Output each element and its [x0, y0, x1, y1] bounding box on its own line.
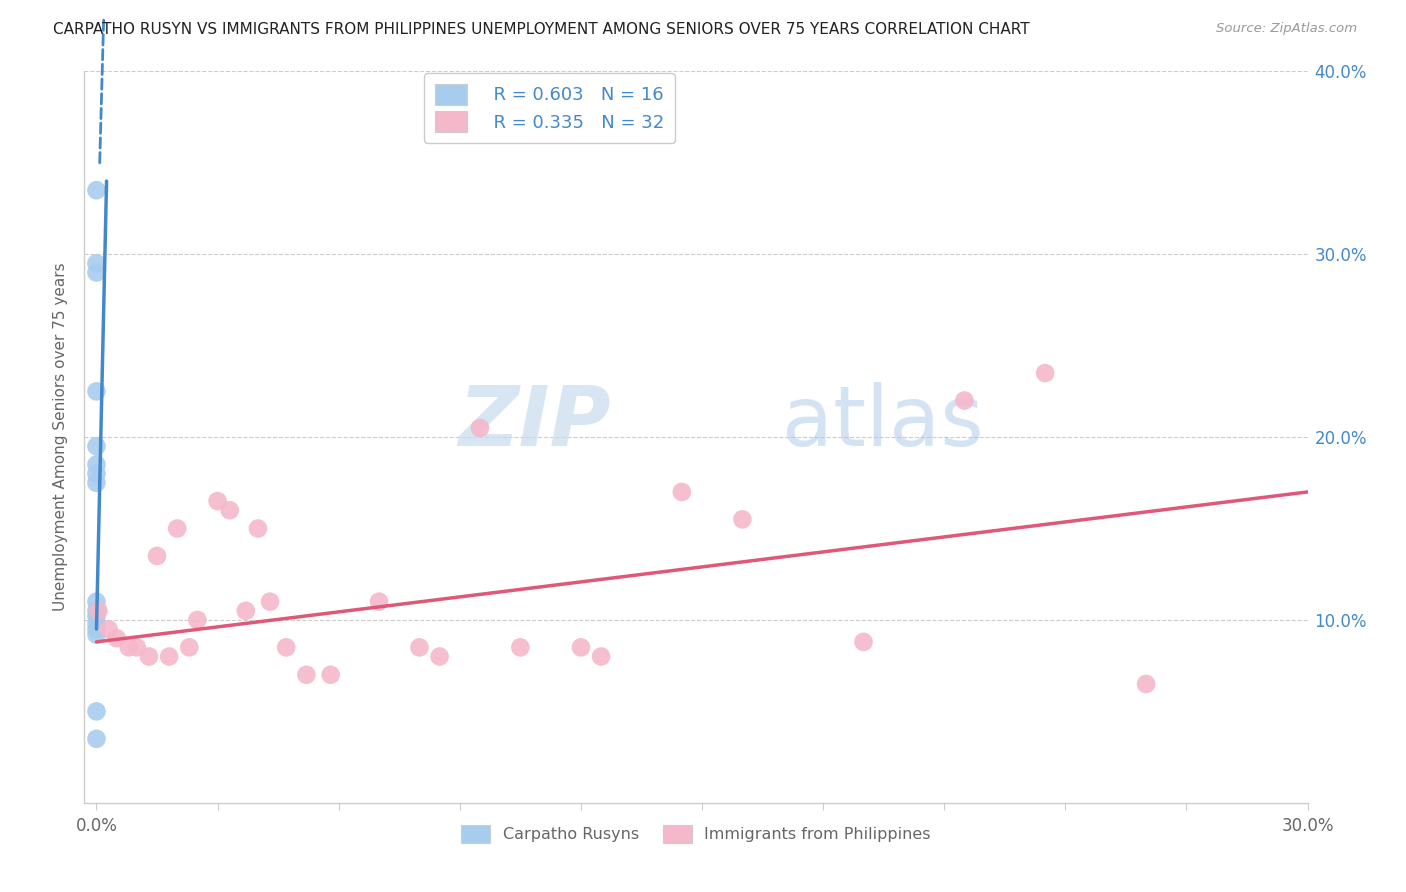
- Point: [86, 616, 108, 631]
- Point: [259, 594, 281, 608]
- Point: [125, 640, 148, 655]
- Point: [86, 609, 108, 624]
- Point: [138, 649, 160, 664]
- Point: [166, 521, 188, 535]
- Point: [86, 604, 108, 618]
- Point: [1033, 366, 1056, 380]
- Point: [319, 667, 342, 681]
- Point: [97, 622, 120, 636]
- Point: [86, 627, 108, 641]
- Point: [86, 467, 108, 481]
- Point: [276, 640, 298, 655]
- Point: [86, 594, 108, 608]
- Point: [86, 183, 108, 197]
- Point: [368, 594, 391, 608]
- Point: [953, 393, 976, 408]
- Point: [1135, 677, 1157, 691]
- Point: [146, 549, 169, 563]
- Point: [295, 667, 318, 681]
- Point: [509, 640, 531, 655]
- Point: [86, 475, 108, 490]
- Point: [86, 384, 108, 399]
- Point: [207, 494, 229, 508]
- Point: [429, 649, 451, 664]
- Point: [86, 622, 108, 636]
- Point: [468, 421, 491, 435]
- Point: [671, 485, 693, 500]
- Point: [87, 604, 110, 618]
- Text: CARPATHO RUSYN VS IMMIGRANTS FROM PHILIPPINES UNEMPLOYMENT AMONG SENIORS OVER 75: CARPATHO RUSYN VS IMMIGRANTS FROM PHILIP…: [53, 22, 1031, 37]
- Point: [731, 512, 754, 526]
- Point: [186, 613, 208, 627]
- Point: [246, 521, 269, 535]
- Point: [852, 635, 875, 649]
- Point: [235, 604, 257, 618]
- Point: [179, 640, 201, 655]
- Point: [118, 640, 141, 655]
- Text: ZIP: ZIP: [458, 382, 610, 463]
- Point: [86, 256, 108, 270]
- Y-axis label: Unemployment Among Seniors over 75 years: Unemployment Among Seniors over 75 years: [53, 263, 69, 611]
- Point: [86, 266, 108, 280]
- Text: Source: ZipAtlas.com: Source: ZipAtlas.com: [1216, 22, 1357, 36]
- Point: [86, 731, 108, 746]
- Point: [86, 439, 108, 453]
- Point: [157, 649, 180, 664]
- Text: atlas: atlas: [782, 382, 983, 463]
- Point: [218, 503, 240, 517]
- Point: [86, 458, 108, 472]
- Point: [591, 649, 613, 664]
- Point: [105, 632, 128, 646]
- Point: [86, 705, 108, 719]
- Point: [569, 640, 592, 655]
- Point: [408, 640, 430, 655]
- Legend: Carpatho Rusyns, Immigrants from Philippines: Carpatho Rusyns, Immigrants from Philipp…: [454, 819, 938, 850]
